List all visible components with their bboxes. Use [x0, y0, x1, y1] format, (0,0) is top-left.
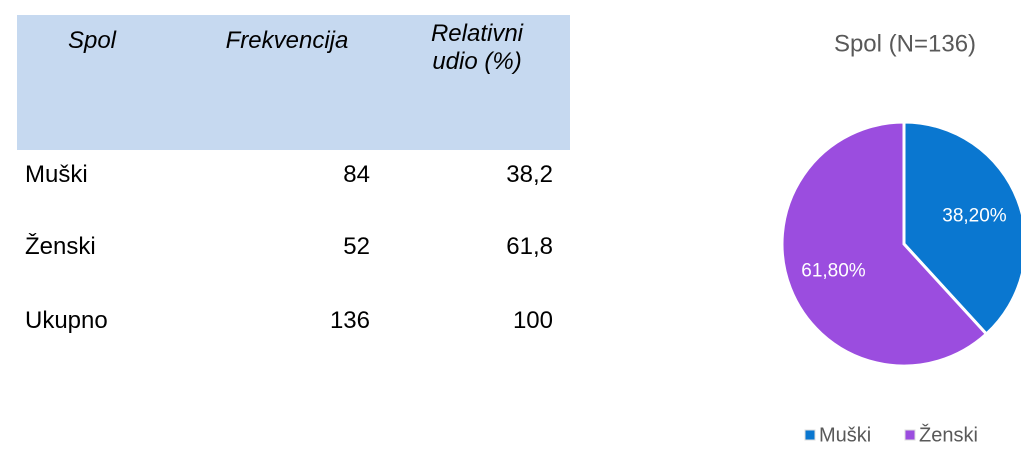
legend-swatch	[904, 429, 916, 441]
cell: 100	[512, 307, 553, 334]
cell: 38,2	[506, 161, 553, 188]
cell: 84	[343, 161, 370, 188]
cell: 136	[329, 307, 370, 334]
row-label: Ukupno	[25, 307, 108, 334]
header-cell: Spol	[67, 27, 117, 54]
data-label: 38,20%	[942, 206, 1007, 227]
legend-label: Muški	[819, 424, 871, 446]
cell: 52	[343, 233, 370, 260]
header-cell: Frekvencija	[225, 27, 349, 54]
data-label: 61,80%	[801, 260, 866, 281]
cell: 61,8	[506, 233, 553, 260]
row-label: Muški	[25, 161, 88, 188]
legend-swatch	[804, 429, 816, 441]
pie-slice	[902, 120, 1021, 337]
chart-title: Spol (N=136)	[834, 30, 976, 57]
table-header	[17, 15, 570, 150]
row-label: Ženski	[25, 233, 96, 260]
legend-label: Ženski	[919, 423, 978, 446]
pie-slice	[780, 120, 989, 368]
header-cell: Relativni udio (%)	[430, 20, 524, 75]
